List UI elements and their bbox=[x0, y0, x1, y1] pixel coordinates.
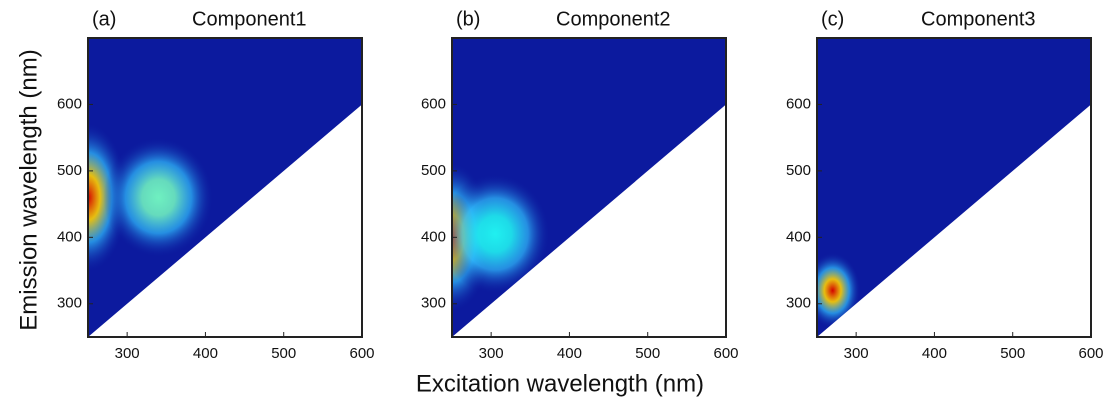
y-tick-label: 400 bbox=[421, 228, 446, 245]
x-tick-label: 600 bbox=[349, 345, 374, 362]
panel-label: (c) bbox=[821, 8, 844, 30]
plot-frame bbox=[816, 37, 1092, 338]
plot-frame bbox=[451, 37, 727, 338]
masked-region bbox=[88, 104, 362, 337]
x-axis-label: Excitation wavelength (nm) bbox=[416, 370, 704, 397]
x-tick-label: 500 bbox=[271, 345, 296, 362]
x-tick-label: 600 bbox=[713, 345, 738, 362]
y-tick-label: 600 bbox=[421, 95, 446, 112]
y-tick-label: 300 bbox=[421, 295, 446, 312]
x-tick-label: 400 bbox=[922, 345, 947, 362]
y-tick-label: 600 bbox=[57, 95, 82, 112]
y-tick-label: 500 bbox=[786, 162, 811, 179]
y-tick-label: 400 bbox=[57, 228, 82, 245]
plot-area bbox=[452, 38, 726, 337]
y-tick-label: 500 bbox=[57, 162, 82, 179]
y-tick-label: 300 bbox=[57, 295, 82, 312]
x-tick-label: 300 bbox=[479, 345, 504, 362]
x-tick-label: 400 bbox=[193, 345, 218, 362]
x-tick-label: 600 bbox=[1078, 345, 1103, 362]
panel-title: Component1 bbox=[192, 8, 307, 30]
plot-area bbox=[817, 38, 1091, 337]
panel-title: Component2 bbox=[556, 8, 671, 30]
y-axis-label: Emission wavelength (nm) bbox=[15, 49, 42, 330]
y-tick-label: 300 bbox=[786, 295, 811, 312]
peak bbox=[452, 174, 551, 294]
y-tick-label: 400 bbox=[786, 228, 811, 245]
masked-region bbox=[452, 104, 726, 337]
y-tick-label: 600 bbox=[786, 95, 811, 112]
panel-title: Component3 bbox=[921, 8, 1036, 30]
x-tick-label: 300 bbox=[115, 345, 140, 362]
plot-frame bbox=[87, 37, 363, 338]
x-tick-label: 500 bbox=[1000, 345, 1025, 362]
panel-label: (b) bbox=[456, 8, 480, 30]
x-tick-label: 500 bbox=[635, 345, 660, 362]
panel-label: (a) bbox=[92, 8, 116, 30]
y-tick-label: 500 bbox=[421, 162, 446, 179]
masked-region bbox=[817, 104, 1091, 337]
plot-area bbox=[88, 38, 362, 337]
x-tick-label: 400 bbox=[557, 345, 582, 362]
peak bbox=[103, 137, 214, 258]
x-tick-label: 300 bbox=[844, 345, 869, 362]
